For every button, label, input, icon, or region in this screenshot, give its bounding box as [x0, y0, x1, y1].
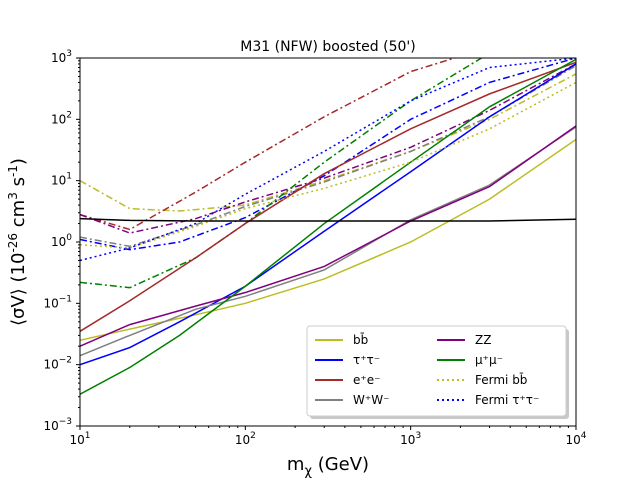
legend: bb̄ ZZ τ⁺τ⁻ μ⁺μ⁻ e⁺e⁻ Fermi bb̄ W⁺W⁻ Fermi τ⁺τ⁻: [306, 325, 569, 419]
plot-frame: [79, 57, 577, 427]
reference-line: [80, 217, 576, 222]
x-tick-label: 101: [69, 431, 90, 447]
series-line-dashdot-1: [80, 58, 576, 251]
chart-title: M31 (NFW) boosted (50'): [240, 39, 415, 55]
x-tick-label: 104: [565, 431, 586, 447]
x-tick-label: 102: [235, 431, 256, 447]
series-line-1: [80, 63, 576, 366]
y-tick-label: 102: [51, 110, 72, 126]
series-line-dashdot-2: [80, 58, 458, 231]
series-line-4: [80, 125, 576, 347]
legend-label: Fermi bb̄: [475, 373, 527, 387]
series-line-6: [80, 81, 576, 249]
axis-ticks: 101 102 103 104 10−3 10−2 10−1 100 101 102 103: [43, 49, 586, 447]
y-axis-label: ⟨σV⟩ (10-26​ cm3​ s-1​): [6, 158, 29, 326]
legend-label: bb̄: [353, 333, 368, 347]
y-tick-label: 10−1: [43, 294, 72, 310]
legend-label: μ⁺μ⁻: [475, 353, 503, 367]
y-tick-label: 10−2: [43, 356, 72, 372]
legend-label: ZZ: [475, 333, 491, 347]
legend-label: e⁺e⁻: [353, 373, 380, 387]
x-tick-label: 103: [400, 431, 421, 447]
y-tick-label: 103: [51, 49, 72, 65]
legend-box: [306, 325, 567, 417]
series-line-0: [80, 138, 576, 341]
y-tick-label: 101: [51, 172, 72, 188]
legend-label: τ⁺τ⁻: [353, 353, 380, 367]
plot-lines: [80, 58, 576, 395]
x-axis-label: mχ (GeV): [287, 454, 369, 479]
series-line-7: [80, 58, 576, 262]
y-tick-label: 10−3: [43, 417, 72, 433]
series-line-5: [80, 58, 576, 395]
legend-label: Fermi τ⁺τ⁻: [475, 393, 539, 407]
series-line-dashdot-3: [80, 65, 576, 248]
series-line-3: [80, 126, 576, 357]
y-tick-label: 100: [51, 233, 72, 249]
legend-label: W⁺W⁻: [353, 393, 389, 407]
series-line-2: [80, 61, 576, 332]
series-line-dashdot-4: [80, 63, 576, 234]
series-line-dashdot-0: [80, 73, 576, 212]
x-axis-title: mχ (GeV): [287, 454, 369, 479]
y-axis-title: ⟨σV⟩ (10-26​ cm3​ s-1​): [6, 158, 29, 326]
